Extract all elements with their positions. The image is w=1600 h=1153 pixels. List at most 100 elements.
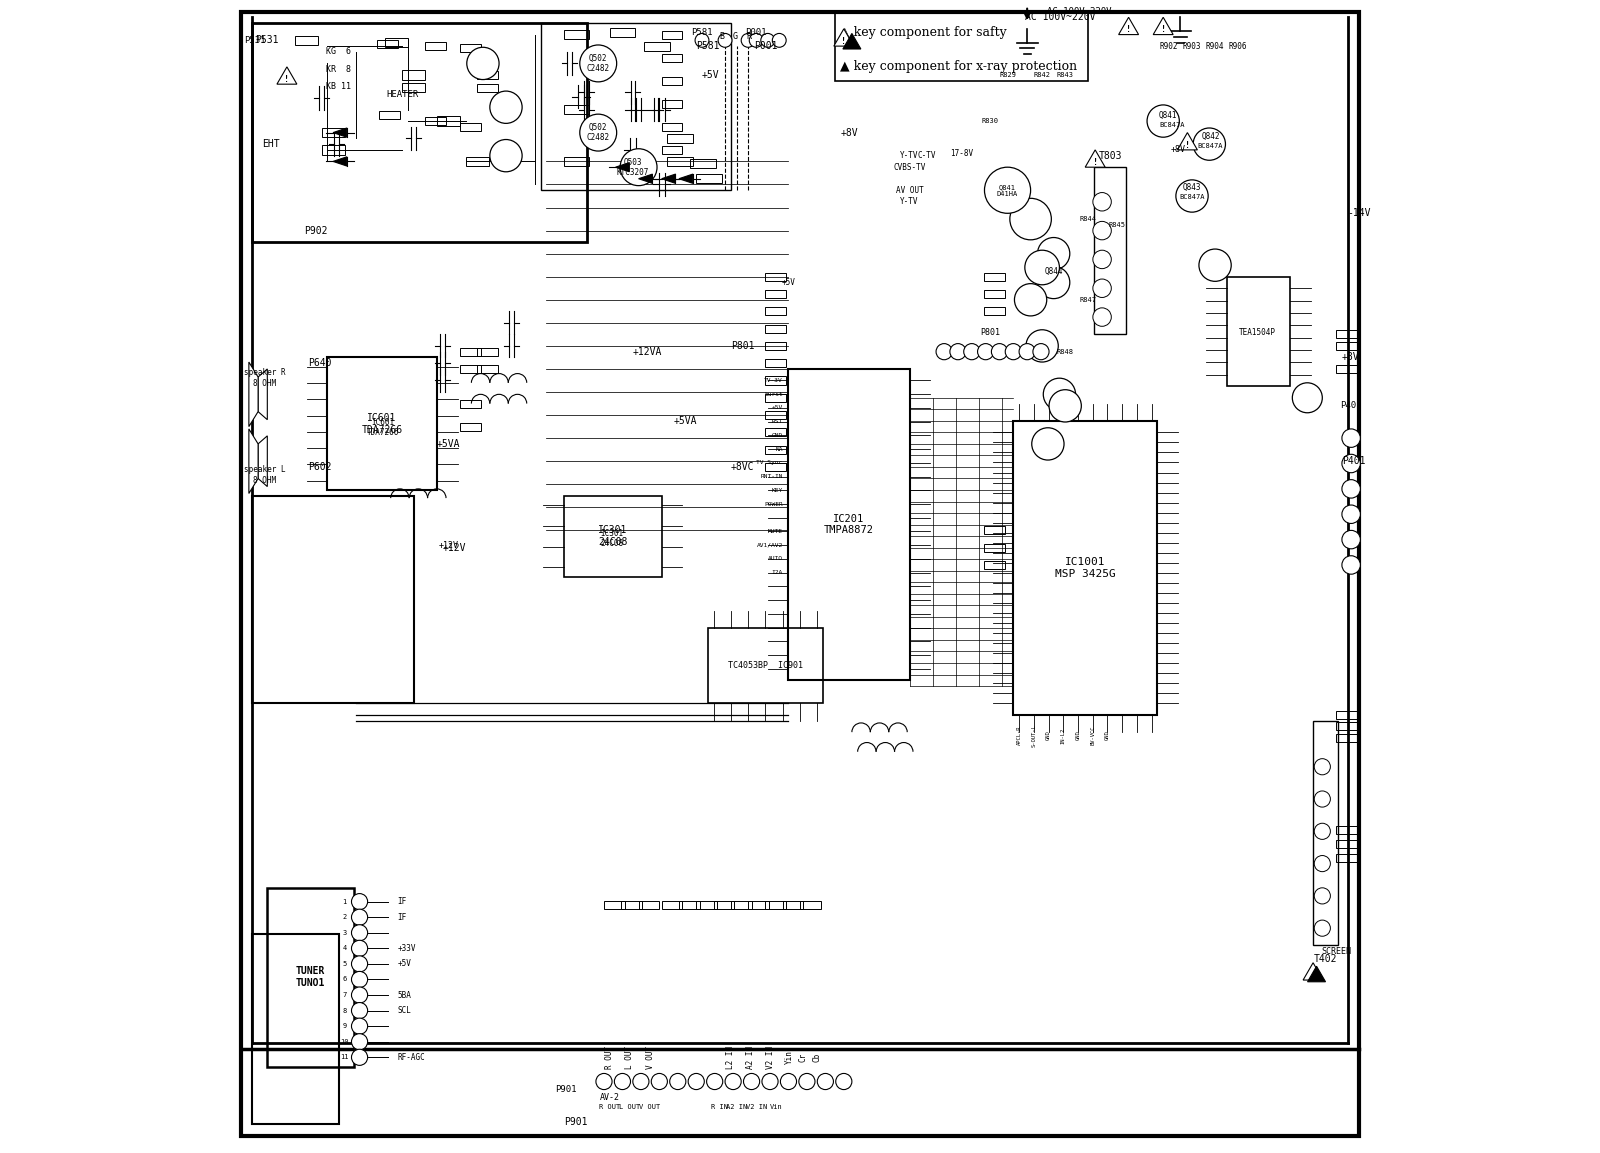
Text: HEATER: HEATER: [386, 90, 418, 99]
Polygon shape: [1154, 17, 1173, 35]
Bar: [1336, 722, 1357, 731]
Text: IC601
TDA7266: IC601 TDA7266: [362, 413, 403, 435]
Circle shape: [1314, 888, 1330, 904]
Text: 6: 6: [342, 977, 347, 982]
Circle shape: [798, 1073, 814, 1090]
Circle shape: [1147, 105, 1179, 137]
Bar: [459, 348, 480, 356]
Bar: [800, 902, 821, 909]
Text: P801: P801: [981, 327, 1000, 337]
Polygon shape: [834, 29, 854, 46]
Bar: [714, 902, 734, 909]
Text: AV1/AV2: AV1/AV2: [757, 543, 782, 548]
Circle shape: [950, 344, 966, 360]
Text: B: B: [718, 32, 725, 42]
Text: L OUT: L OUT: [619, 1103, 640, 1110]
Text: R845: R845: [1109, 221, 1125, 228]
Text: !: !: [1186, 141, 1190, 150]
Text: MUTE: MUTE: [768, 529, 782, 534]
Text: !: !: [1160, 25, 1166, 35]
FancyArrowPatch shape: [1024, 8, 1030, 18]
Circle shape: [1026, 250, 1059, 285]
Bar: [765, 273, 786, 281]
Circle shape: [963, 344, 979, 360]
Text: P901: P901: [563, 1117, 587, 1126]
Text: 3: 3: [342, 929, 347, 936]
Bar: [477, 348, 498, 356]
Bar: [662, 902, 682, 909]
Text: KG  6: KG 6: [326, 47, 352, 56]
Text: Cr: Cr: [798, 1053, 808, 1062]
Circle shape: [1014, 284, 1046, 316]
Text: I2A: I2A: [771, 570, 782, 575]
Circle shape: [741, 33, 755, 47]
Bar: [459, 44, 480, 52]
Text: T803: T803: [1099, 151, 1122, 160]
Text: !: !: [1126, 25, 1131, 35]
Bar: [984, 273, 1005, 281]
Text: BC847A: BC847A: [1179, 194, 1205, 201]
Text: BC847A: BC847A: [1160, 121, 1186, 128]
Text: G: G: [733, 32, 738, 42]
Circle shape: [1093, 279, 1112, 297]
Text: P581: P581: [696, 42, 720, 51]
Polygon shape: [1178, 133, 1197, 150]
Polygon shape: [1307, 966, 1325, 982]
Bar: [984, 308, 1005, 316]
Bar: [402, 70, 426, 80]
Text: Q503
KTC3207: Q503 KTC3207: [616, 158, 650, 176]
Text: BV-VCC: BV-VCC: [1090, 726, 1096, 745]
Bar: [1336, 364, 1357, 372]
Text: V2 IN: V2 IN: [746, 1103, 766, 1110]
Bar: [638, 902, 659, 909]
Text: TEA1504P: TEA1504P: [1240, 327, 1277, 337]
Text: AC 100V~220V: AC 100V~220V: [1026, 13, 1096, 22]
Text: !: !: [1310, 971, 1315, 980]
Bar: [322, 145, 344, 155]
Bar: [835, 12, 1088, 81]
Polygon shape: [662, 174, 675, 183]
Text: +12V: +12V: [438, 541, 458, 550]
Text: +8V: +8V: [840, 128, 858, 137]
Text: R830: R830: [982, 118, 998, 125]
Circle shape: [352, 1003, 368, 1019]
Bar: [1336, 826, 1357, 835]
Circle shape: [352, 925, 368, 941]
Text: IF: IF: [398, 913, 406, 921]
Circle shape: [1194, 128, 1226, 160]
Text: !: !: [842, 37, 846, 46]
Text: A2 IN: A2 IN: [726, 1103, 747, 1110]
Circle shape: [352, 910, 368, 925]
Text: P902: P902: [304, 226, 328, 235]
Text: IC201
TMPA8872: IC201 TMPA8872: [824, 514, 874, 535]
Text: Vin: Vin: [770, 1103, 782, 1110]
Bar: [378, 40, 398, 48]
Circle shape: [760, 33, 774, 47]
Bar: [1314, 721, 1339, 945]
Circle shape: [579, 114, 616, 151]
Text: SCL: SCL: [398, 1007, 411, 1015]
Bar: [1336, 710, 1357, 719]
Text: POWER: POWER: [763, 502, 782, 506]
Text: 4: 4: [342, 945, 347, 951]
Text: T402: T402: [1314, 955, 1338, 964]
Circle shape: [1314, 856, 1330, 872]
Text: V2 IN: V2 IN: [765, 1046, 774, 1069]
Circle shape: [1037, 266, 1070, 299]
Text: AV-2: AV-2: [600, 1093, 619, 1102]
Text: R902: R902: [1160, 42, 1178, 51]
Polygon shape: [638, 174, 653, 183]
Bar: [459, 422, 480, 430]
Bar: [765, 325, 786, 332]
Circle shape: [1342, 530, 1360, 549]
Bar: [984, 289, 1005, 297]
Bar: [765, 376, 786, 384]
Text: burst: burst: [763, 392, 782, 397]
Bar: [667, 134, 693, 143]
Text: IC601
TDA7266: IC601 TDA7266: [366, 419, 398, 437]
Bar: [386, 38, 408, 47]
Bar: [1336, 853, 1357, 862]
Text: P531: P531: [243, 36, 266, 45]
Bar: [1013, 421, 1157, 715]
Circle shape: [1093, 193, 1112, 211]
